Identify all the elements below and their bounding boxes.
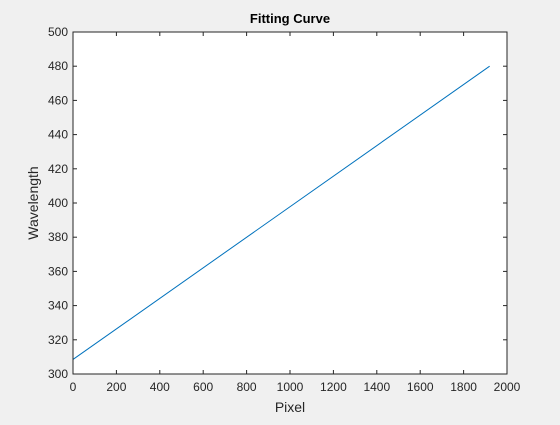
y-tick-label: 440 [48,128,68,142]
x-tick-label: 1600 [407,380,434,394]
x-tick-label: 1000 [277,380,304,394]
x-tick-label: 1400 [363,380,390,394]
x-tick-label: 400 [150,380,170,394]
y-tick-label: 500 [48,25,68,39]
y-tick-label: 460 [48,93,68,107]
x-tick-label: 600 [193,380,213,394]
y-tick-label: 320 [48,333,68,347]
x-tick-label: 2000 [494,380,521,394]
y-tick-label: 300 [48,367,68,381]
y-tick-label: 380 [48,230,68,244]
plot-area [73,32,507,374]
chart-title: Fitting Curve [250,11,330,26]
y-tick-label: 480 [48,59,68,73]
y-axis-label: Wavelength [25,166,41,239]
x-axis-label: Pixel [275,399,305,415]
x-tick-label: 200 [106,380,126,394]
x-tick-label: 0 [70,380,77,394]
x-tick-label: 1200 [320,380,347,394]
y-tick-label: 400 [48,196,68,210]
y-tick-label: 420 [48,162,68,176]
x-tick-label: 800 [237,380,257,394]
y-tick-label: 340 [48,299,68,313]
x-tick-label: 1800 [450,380,477,394]
y-tick-label: 360 [48,264,68,278]
